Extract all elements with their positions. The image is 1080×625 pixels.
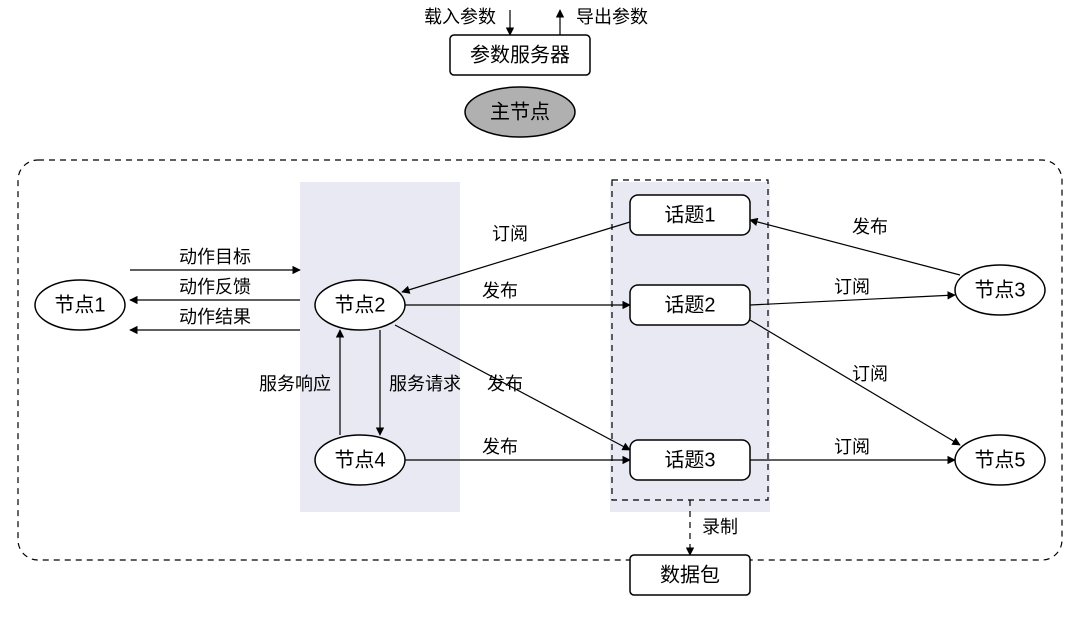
node-label-master: 主节点 — [490, 100, 550, 123]
edge-label-export_out: 导出参数 — [576, 7, 648, 27]
edge-label-n1n2_goal: 动作目标 — [179, 247, 251, 267]
node-label-node1: 节点1 — [54, 293, 105, 316]
node-label-node4: 节点4 — [334, 448, 385, 471]
edge-label-n2n4_req: 服务请求 — [389, 374, 461, 394]
edge-label-t2_n5: 订阅 — [852, 364, 888, 384]
node-label-topic1: 话题1 — [664, 203, 715, 226]
edge-label-n3_t1: 发布 — [852, 217, 888, 237]
node-label-param_server: 参数服务器 — [470, 43, 570, 66]
edge-label-n2n4_res: 服务响应 — [259, 374, 331, 394]
edge-label-load_in: 载入参数 — [424, 7, 496, 27]
edge-label-n2_t3: 发布 — [487, 374, 523, 394]
edge-label-n2_t2: 发布 — [482, 281, 518, 301]
dash-box-outer — [18, 160, 1062, 560]
edge-label-t1_n2: 订阅 — [492, 224, 528, 244]
node-label-topic3: 话题3 — [664, 448, 715, 471]
edge-label-n1n2_res: 动作结果 — [179, 307, 251, 327]
node-label-topic2: 话题2 — [664, 293, 715, 316]
edge-label-rec: 录制 — [702, 517, 738, 537]
node-label-node2: 节点2 — [334, 293, 385, 316]
node-label-node3: 节点3 — [974, 278, 1025, 301]
node-label-node5: 节点5 — [974, 448, 1025, 471]
edge-label-t2_n3: 订阅 — [834, 277, 870, 297]
edge-label-n4_t3: 发布 — [482, 437, 518, 457]
edge-label-n1n2_fb: 动作反馈 — [179, 277, 251, 297]
node-label-packet: 数据包 — [660, 563, 720, 586]
edge-label-t3_n5: 订阅 — [834, 437, 870, 457]
